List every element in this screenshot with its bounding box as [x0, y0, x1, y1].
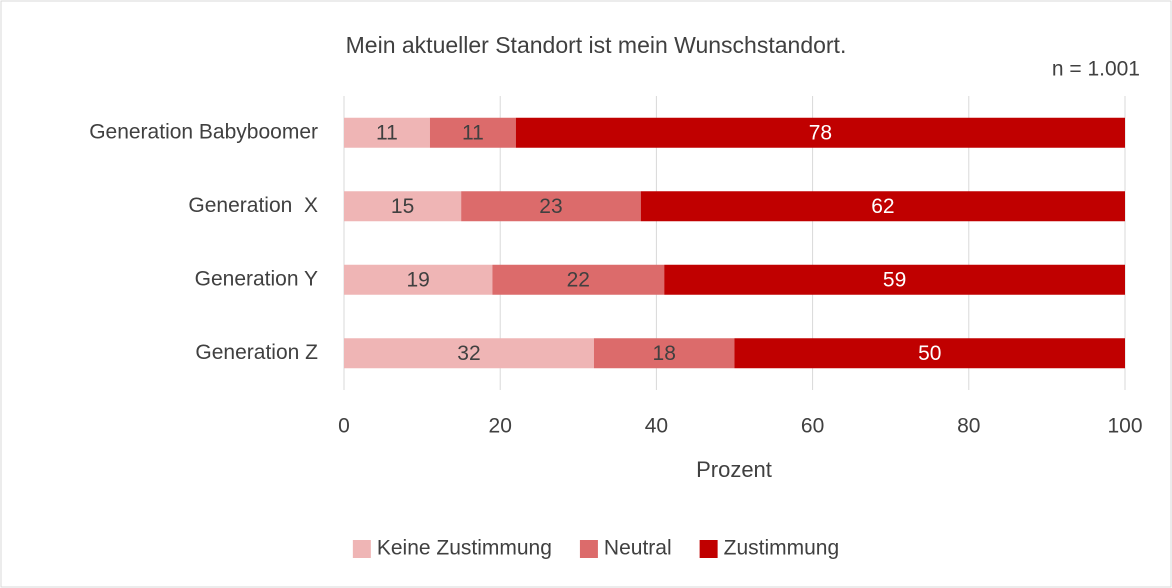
x-tick-label: 0	[338, 415, 350, 438]
legend: Keine Zustimmung Neutral Zustimmung	[352, 537, 840, 560]
bar-segment	[429, 117, 516, 148]
x-tick-label: 100	[1107, 415, 1142, 438]
legend-label: Keine Zustimmung	[377, 537, 552, 560]
data-label: 22	[567, 268, 590, 291]
data-label: 59	[883, 268, 906, 291]
legend-swatch	[579, 540, 598, 558]
y-tick-label: Generation Y	[195, 267, 318, 290]
bar-segment	[640, 191, 1125, 222]
chart-title: Mein aktueller Standort ist mein Wunschs…	[346, 32, 847, 58]
legend-label: Neutral	[604, 537, 672, 560]
legend-swatch	[699, 540, 718, 558]
bar-segment	[344, 264, 493, 295]
x-tick-label: 80	[957, 415, 980, 438]
bar-segment	[344, 191, 462, 222]
legend-swatch	[352, 540, 371, 558]
data-label: 18	[653, 342, 676, 365]
data-label: 78	[809, 121, 832, 144]
data-label: 23	[539, 195, 562, 218]
data-label: 32	[457, 342, 480, 365]
x-tick-label: 40	[645, 415, 668, 438]
data-label: 19	[407, 268, 430, 291]
y-tick-label: Generation Z	[195, 341, 318, 364]
data-label: 62	[871, 195, 894, 218]
y-tick-label: Generation Babyboomer	[89, 120, 318, 143]
x-tick-label: 20	[489, 415, 512, 438]
bar-segment	[593, 338, 735, 369]
legend-label: Zustimmung	[724, 537, 840, 560]
bar-segment	[344, 117, 430, 148]
bar-segment	[515, 117, 1125, 148]
bar-segment	[461, 191, 641, 222]
bar-segment	[492, 264, 665, 295]
bar-segment	[734, 338, 1125, 369]
x-axis-label: Prozent	[696, 457, 772, 482]
x-tick-label: 60	[801, 415, 824, 438]
data-label: 11	[376, 121, 398, 144]
data-label: 50	[918, 342, 941, 365]
data-label: 15	[391, 195, 414, 218]
bar-segment	[344, 338, 594, 369]
annotation: n = 1.001	[1052, 58, 1140, 81]
y-tick-label: Generation X	[188, 194, 318, 217]
bar-segment	[664, 264, 1125, 295]
data-label: 11	[462, 121, 484, 144]
